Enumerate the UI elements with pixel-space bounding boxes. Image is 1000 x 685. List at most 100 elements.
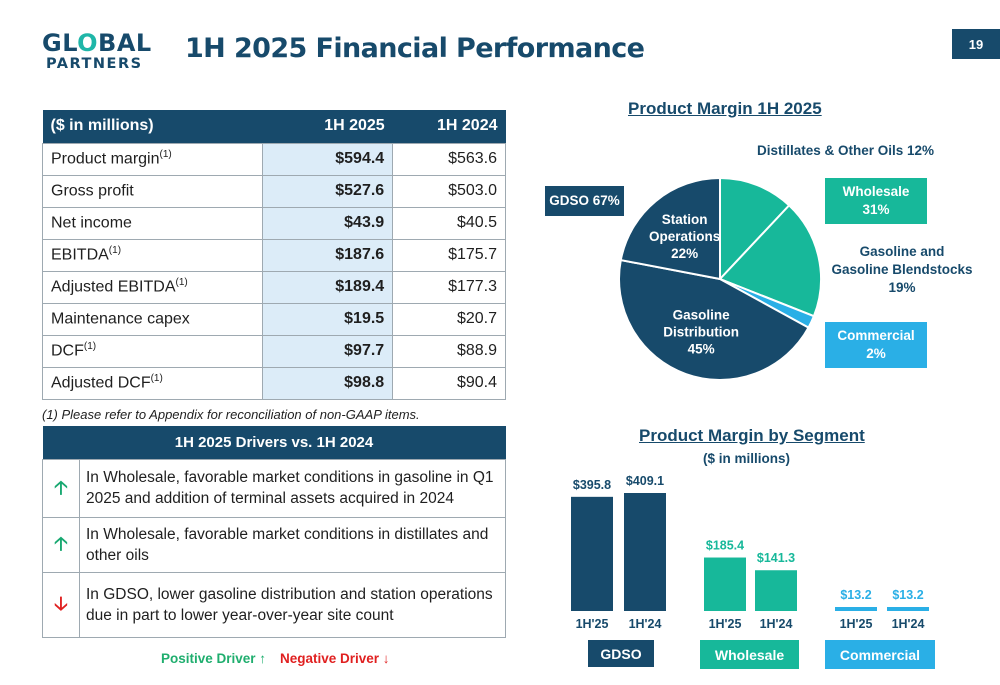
bar-period-label: 1H'25 (709, 617, 742, 631)
page-number-badge: 19 (952, 29, 1000, 59)
value-1h2024: $90.4 (392, 366, 506, 400)
callout-wholesale: Wholesale 31% (825, 178, 927, 224)
table-header-row: ($ in millions) 1H 2025 1H 2024 (42, 110, 506, 143)
financial-summary-table: ($ in millions) 1H 2025 1H 2024 Product … (41, 110, 506, 400)
legend-positive-driver: Positive Driver ↑ (161, 651, 267, 666)
value-1h2025: $19.5 (262, 302, 394, 336)
table-row: Adjusted DCF(1) $98.8 $90.4 (41, 366, 506, 400)
table-row: DCF(1) $97.7 $88.9 (41, 334, 506, 368)
page-title: 1H 2025 Financial Performance (185, 33, 645, 64)
column-header-metric: ($ in millions) (42, 110, 263, 143)
value-1h2025: $97.7 (262, 334, 394, 368)
footnote-marker: (1) (108, 245, 122, 257)
pie-slice-0 (719, 176, 791, 282)
bar-wholesale-1 (755, 570, 797, 611)
bar-gdso-0 (571, 496, 613, 611)
logo-wordmark-global: GLOBAL (42, 29, 152, 57)
bar-period-label: 1H'24 (629, 617, 662, 631)
drivers-title: 1H 2025 Drivers vs. 1H 2024 (42, 426, 506, 459)
value-1h2025: $527.6 (262, 174, 394, 208)
drivers-header-row: 1H 2025 Drivers vs. 1H 2024 (42, 426, 506, 459)
column-header-1h2024: 1H 2024 (392, 110, 506, 143)
metric-label: DCF(1) (41, 334, 264, 368)
metric-name: Gross profit (51, 182, 134, 200)
footnote-marker: (1) (159, 149, 172, 161)
pie-slice-label-3: Gasoline Distribution 45% (663, 307, 739, 356)
callout-commercial-pct: 2% (866, 346, 886, 361)
value-1h2024: $88.9 (392, 334, 506, 368)
pie-chart-title: Product Margin 1H 2025 (628, 99, 822, 118)
pie-slice-label-4: Station Operations 22% (649, 212, 720, 261)
value-1h2025: $43.9 (262, 206, 394, 240)
callout-gasoline-blendstocks: Gasoline and Gasoline Blendstocks 19% (822, 243, 982, 297)
metric-name: EBITDA (51, 246, 109, 264)
bar-period-label: 1H'25 (576, 617, 609, 631)
arrow-up-icon: 🡡 (42, 458, 80, 518)
value-1h2024: $175.7 (392, 238, 506, 272)
bar-value-label: $409.1 (626, 474, 664, 488)
metric-label: Product margin(1) (41, 142, 264, 176)
driver-row: 🡣 In GDSO, lower gasoline distribution an… (42, 571, 506, 638)
logo-wordmark-partners: PARTNERS (46, 56, 143, 72)
callout-gasoline-line1: Gasoline and (859, 244, 945, 259)
segment-label-gdso: GDSO (588, 640, 654, 667)
value-1h2025: $189.4 (262, 270, 394, 304)
callout-gasoline-line2: Gasoline Blendstocks 19% (831, 262, 973, 295)
bar-chart-title: Product Margin by Segment (639, 426, 865, 445)
value-1h2025: $594.4 (262, 142, 394, 176)
legend-negative-driver: Negative Driver ↓ (280, 651, 390, 666)
value-1h2025: $98.8 (262, 366, 394, 400)
metric-name: Net income (51, 214, 132, 232)
bar-value-label: $13.2 (892, 588, 923, 602)
value-1h2024: $177.3 (392, 270, 506, 304)
segment-label-wholesale: Wholesale (700, 640, 799, 669)
metric-name: Product margin (51, 150, 160, 168)
bar-value-label: $395.8 (573, 478, 611, 492)
segment-label-commercial: Commercial (825, 640, 935, 669)
callout-gdso: GDSO 67% (545, 186, 624, 216)
metric-label: EBITDA(1) (41, 238, 264, 272)
driver-row: 🡡 In Wholesale, favorable market conditio… (42, 516, 506, 573)
value-1h2024: $20.7 (392, 302, 506, 336)
arrow-up-icon: 🡡 (42, 516, 80, 573)
footnote-marker: (1) (150, 373, 163, 385)
segment-bar-chart: $395.8 1H'25 $409.1 1H'24 $185.4 1H'25 $141.3 1… (571, 474, 929, 631)
bar-wholesale-0 (704, 557, 746, 611)
driver-text: In Wholesale, favorable market condition… (79, 458, 506, 518)
callout-commercial-name: Commercial (837, 328, 915, 343)
bar-period-label: 1H'24 (892, 617, 925, 631)
value-1h2024: $563.6 (392, 142, 506, 176)
value-1h2025: $187.6 (262, 238, 394, 272)
bar-commercial-0 (835, 607, 877, 611)
table-footnote: (1) Please refer to Appendix for reconci… (42, 407, 420, 422)
metric-name: Adjusted DCF (51, 374, 151, 392)
product-margin-pie-chart: Gasoline Distribution 45% Station Operations… (618, 176, 822, 381)
table-row: EBITDA(1) $187.6 $175.7 (41, 238, 506, 272)
bar-commercial-1 (887, 607, 929, 611)
metric-label: Gross profit (41, 174, 264, 208)
bar-period-label: 1H'24 (760, 617, 793, 631)
bar-value-label: $13.2 (840, 588, 871, 602)
callout-wholesale-pct: 31% (862, 202, 890, 217)
driver-row: 🡡 In Wholesale, favorable market conditio… (42, 458, 506, 518)
bar-value-label: $141.3 (757, 551, 795, 565)
table-row: Net income $43.9 $40.5 (41, 206, 506, 240)
column-header-1h2025: 1H 2025 (262, 110, 393, 143)
value-1h2024: $503.0 (392, 174, 506, 208)
callout-commercial: Commercial 2% (825, 322, 927, 368)
metric-label: Net income (41, 206, 264, 240)
metric-name: DCF (51, 342, 84, 360)
metric-name: Maintenance capex (51, 310, 190, 328)
bar-value-label: $185.4 (706, 539, 744, 553)
metric-label: Maintenance capex (41, 302, 264, 336)
metric-label: Adjusted DCF(1) (41, 366, 264, 400)
callout-wholesale-name: Wholesale (842, 184, 910, 199)
pie-slice-3 (618, 258, 810, 381)
table-row: Gross profit $527.6 $503.0 (41, 174, 506, 208)
metric-label: Adjusted EBITDA(1) (41, 270, 264, 304)
footnote-marker: (1) (83, 341, 97, 353)
bar-period-label: 1H'25 (840, 617, 873, 631)
arrow-down-icon: 🡣 (42, 571, 80, 638)
pie-slice-4 (619, 176, 721, 281)
table-row: Adjusted EBITDA(1) $189.4 $177.3 (41, 270, 506, 304)
